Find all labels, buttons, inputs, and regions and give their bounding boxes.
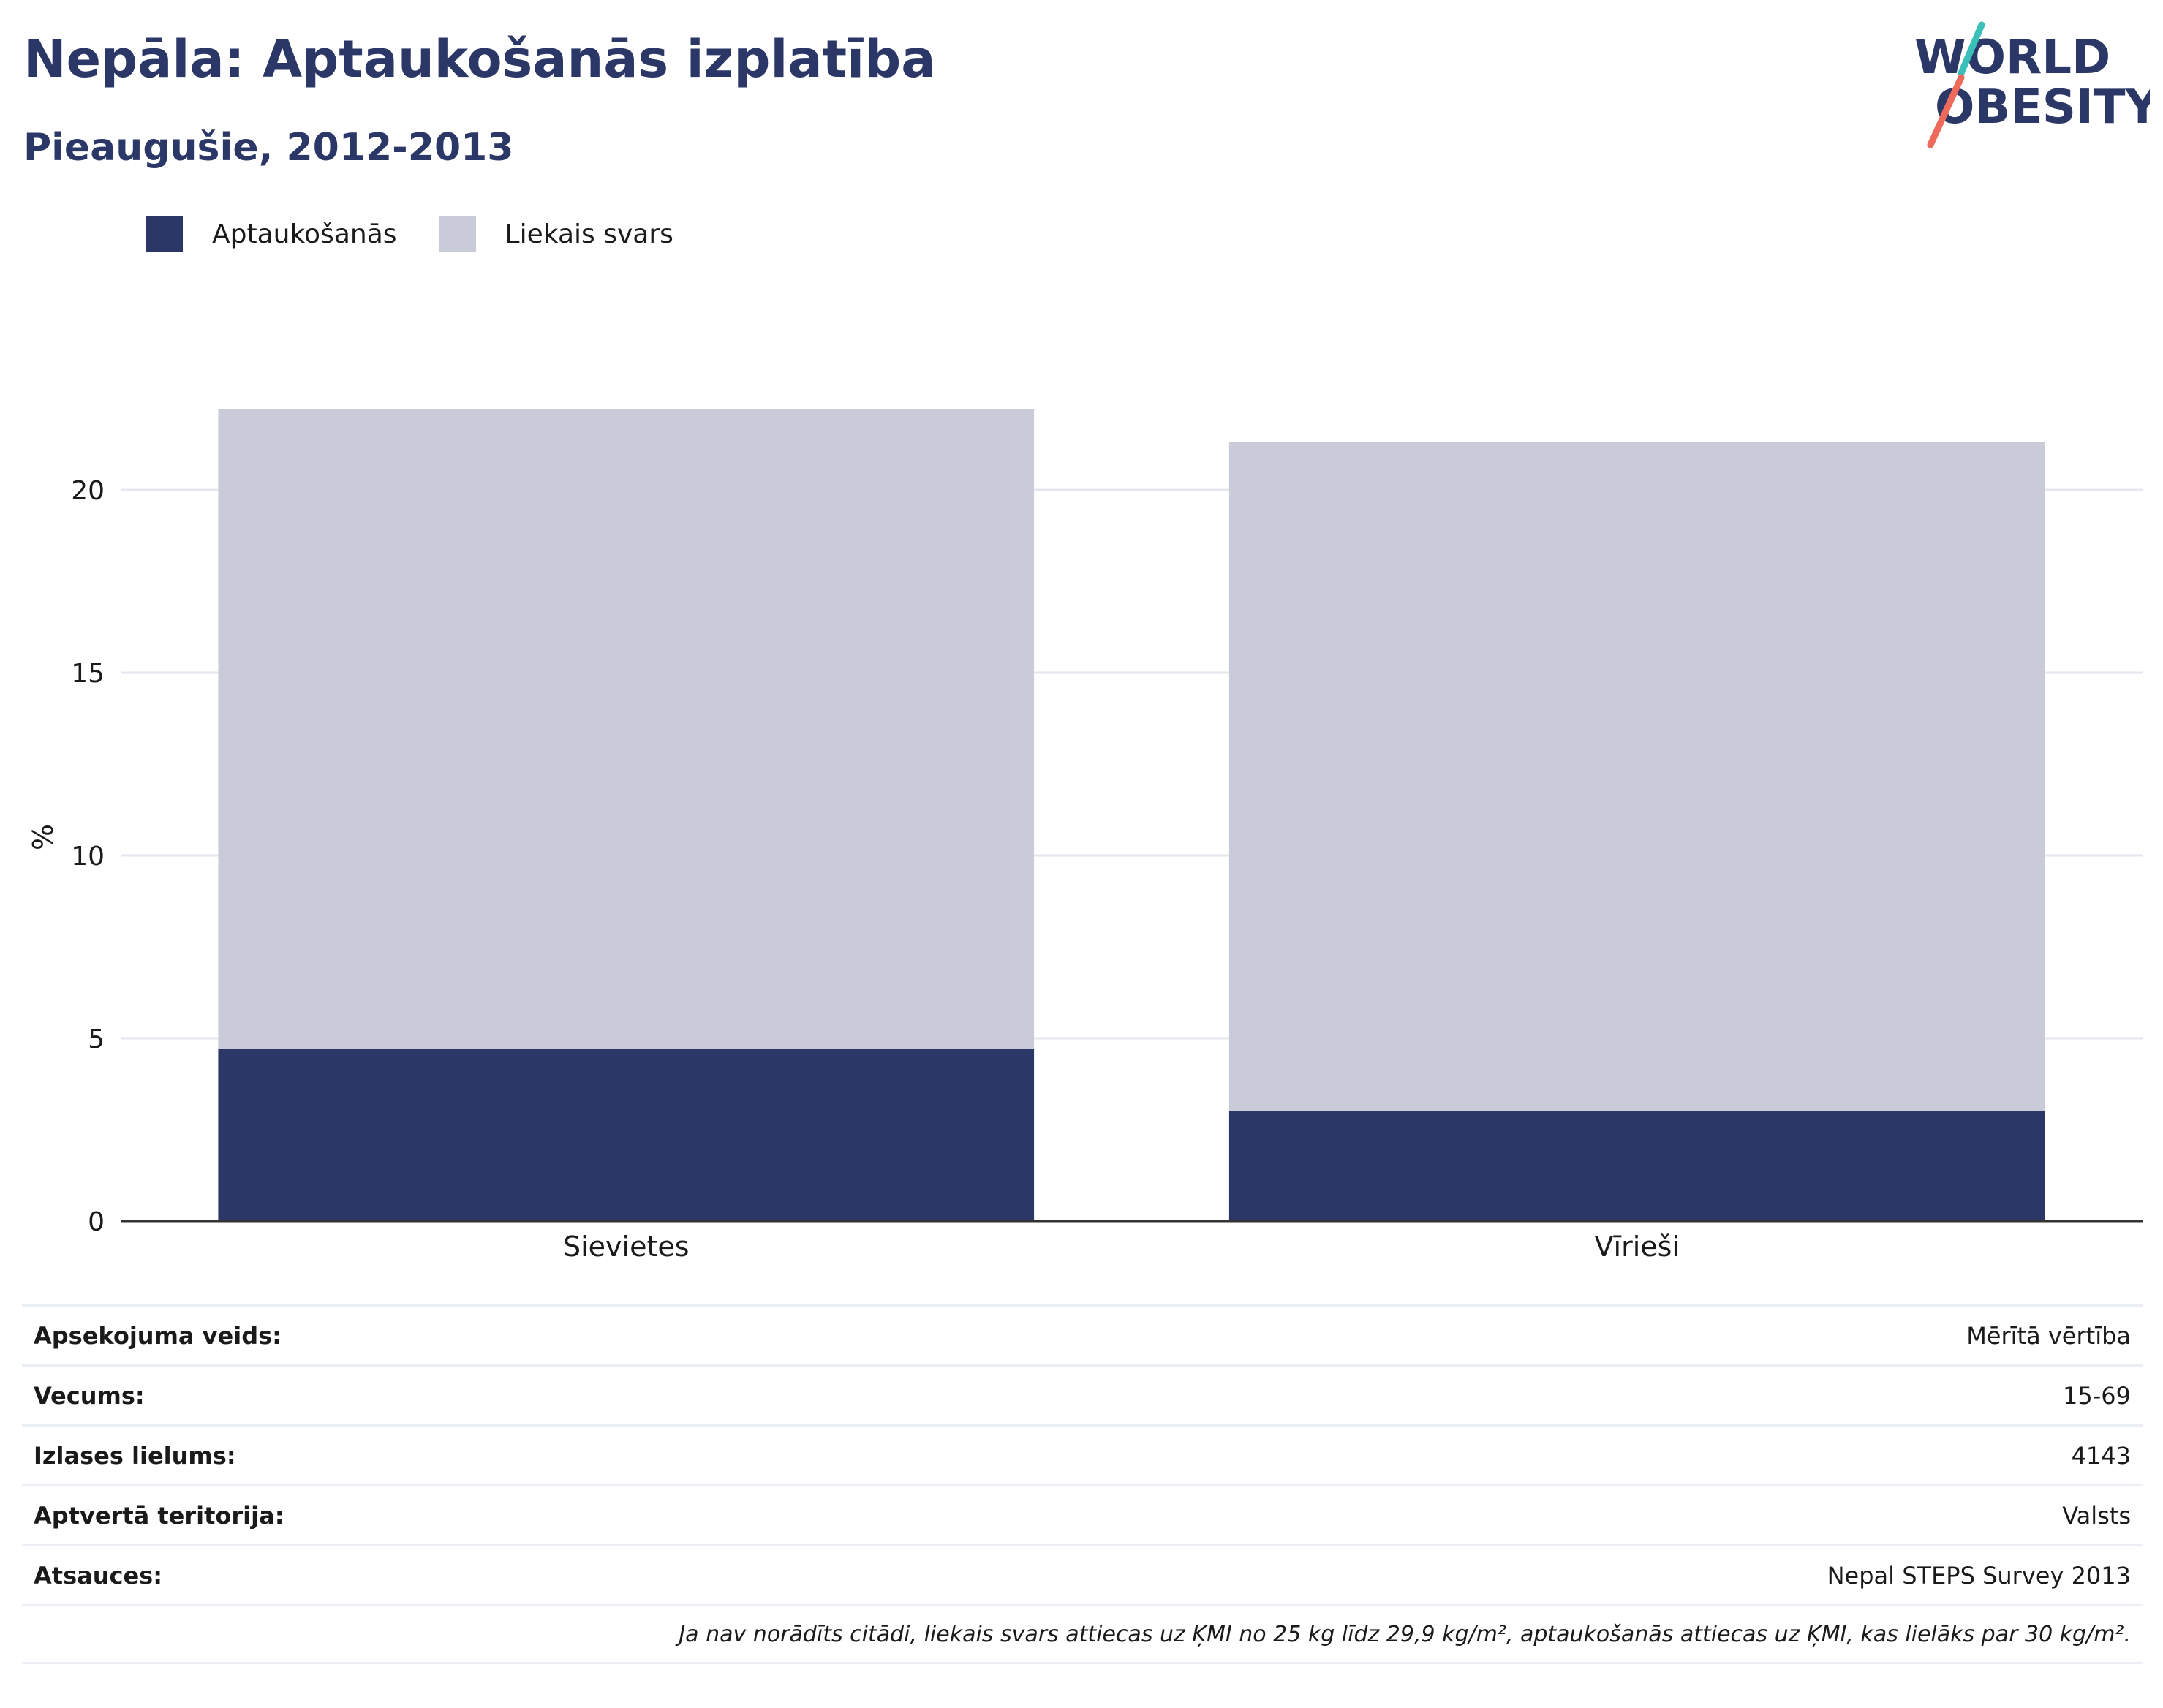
page-title: Nepāla: Aptaukošanās izplatība	[23, 29, 936, 89]
info-value: Nepal STEPS Survey 2013	[1827, 1561, 2131, 1590]
legend-item-obesity: Aptaukošanās	[146, 216, 397, 252]
info-value: 15-69	[2063, 1381, 2131, 1410]
info-value: Mērītā vērtība	[1966, 1321, 2131, 1350]
page-subtitle: Pieaugušie, 2012-2013	[23, 126, 514, 170]
bar-overweight-0	[218, 409, 1035, 1049]
y-tick-label: 10	[71, 842, 105, 872]
legend-label-obesity: Aptaukošanās	[212, 219, 397, 249]
logo-line-world: WORLD	[1914, 31, 2110, 85]
logo-line-obesity: OBESITY	[1935, 80, 2150, 135]
info-value: Valsts	[2062, 1501, 2131, 1530]
x-tick-label: Sievietes	[563, 1231, 690, 1263]
definition-note: Ja nav norādīts citādi, liekais svars at…	[22, 1604, 2143, 1664]
info-row-age: Vecums: 15-69	[22, 1364, 2143, 1424]
bar-obesity-1	[1228, 1111, 2045, 1221]
y-tick-label: 20	[71, 476, 105, 506]
info-label: Aptvertā teritorija:	[34, 1501, 284, 1530]
x-tick-label: Vīrieši	[1595, 1231, 1680, 1263]
info-row-references: Atsauces: Nepal STEPS Survey 2013	[22, 1544, 2143, 1604]
info-label: Izlases lielums:	[34, 1441, 236, 1470]
info-row-area-covered: Aptvertā teritorija: Valsts	[22, 1484, 2143, 1544]
bar-overweight-1	[1228, 442, 2045, 1111]
y-tick-label: 5	[88, 1024, 105, 1054]
chart-legend: Aptaukošanās Liekais svars	[146, 216, 716, 252]
info-value: 4143	[2071, 1441, 2131, 1470]
legend-swatch-overweight	[439, 216, 476, 252]
info-label: Apsekojuma veids:	[34, 1321, 282, 1350]
logo-slash-teal	[1958, 21, 1985, 77]
info-row-survey-type: Apsekojuma veids: Mērītā vērtība	[22, 1304, 2143, 1364]
y-tick-label: 15	[71, 659, 105, 689]
survey-info-table: Apsekojuma veids: Mērītā vērtība Vecums:…	[22, 1304, 2143, 1664]
info-label: Atsauces:	[34, 1561, 162, 1590]
y-axis-label: %	[27, 824, 59, 850]
y-tick-label: 0	[88, 1207, 105, 1237]
bar-obesity-0	[218, 1049, 1035, 1221]
world-obesity-logo: WORLD OBESITY	[1914, 21, 2150, 148]
logo-slash-coral	[1927, 74, 1965, 148]
definition-note-text: Ja nav norādīts citādi, liekais svars at…	[679, 1621, 2131, 1647]
bar-chart: 0 5 10 15 20% Sievietes Vīrieši	[27, 409, 2143, 1263]
info-row-sample-size: Izlases lielums: 4143	[22, 1424, 2143, 1484]
legend-item-overweight: Liekais svars	[439, 216, 673, 252]
legend-label-overweight: Liekais svars	[505, 219, 673, 249]
legend-swatch-obesity	[146, 216, 183, 252]
info-label: Vecums:	[34, 1381, 145, 1410]
